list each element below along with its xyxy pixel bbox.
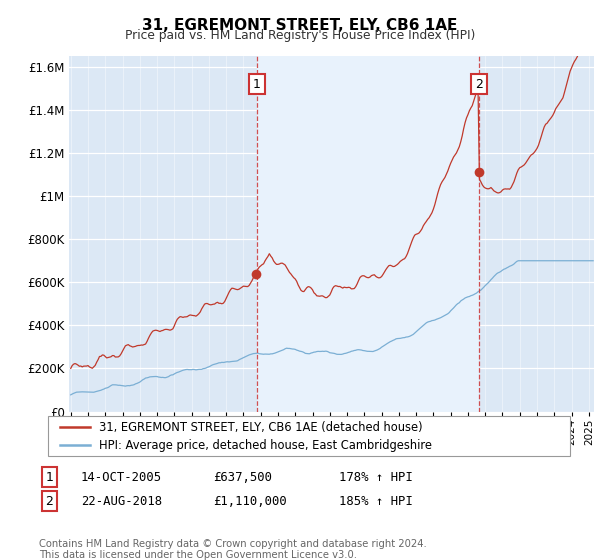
Text: 1: 1 — [253, 77, 261, 91]
Text: 31, EGREMONT STREET, ELY, CB6 1AE (detached house): 31, EGREMONT STREET, ELY, CB6 1AE (detac… — [99, 421, 422, 434]
Bar — [257, 56, 479, 412]
Text: Price paid vs. HM Land Registry's House Price Index (HPI): Price paid vs. HM Land Registry's House … — [125, 29, 475, 42]
Text: 2: 2 — [475, 77, 483, 91]
Text: Contains HM Land Registry data © Crown copyright and database right 2024.
This d: Contains HM Land Registry data © Crown c… — [39, 539, 427, 560]
Text: £1,110,000: £1,110,000 — [213, 494, 287, 508]
Text: 185% ↑ HPI: 185% ↑ HPI — [339, 494, 413, 508]
Text: 2: 2 — [45, 494, 53, 508]
Text: 31, EGREMONT STREET, ELY, CB6 1AE: 31, EGREMONT STREET, ELY, CB6 1AE — [142, 18, 458, 33]
Text: £637,500: £637,500 — [213, 470, 272, 484]
Text: 1: 1 — [45, 470, 53, 484]
Text: 22-AUG-2018: 22-AUG-2018 — [81, 494, 162, 508]
Text: HPI: Average price, detached house, East Cambridgeshire: HPI: Average price, detached house, East… — [99, 438, 432, 451]
Text: 178% ↑ HPI: 178% ↑ HPI — [339, 470, 413, 484]
Text: 14-OCT-2005: 14-OCT-2005 — [81, 470, 162, 484]
